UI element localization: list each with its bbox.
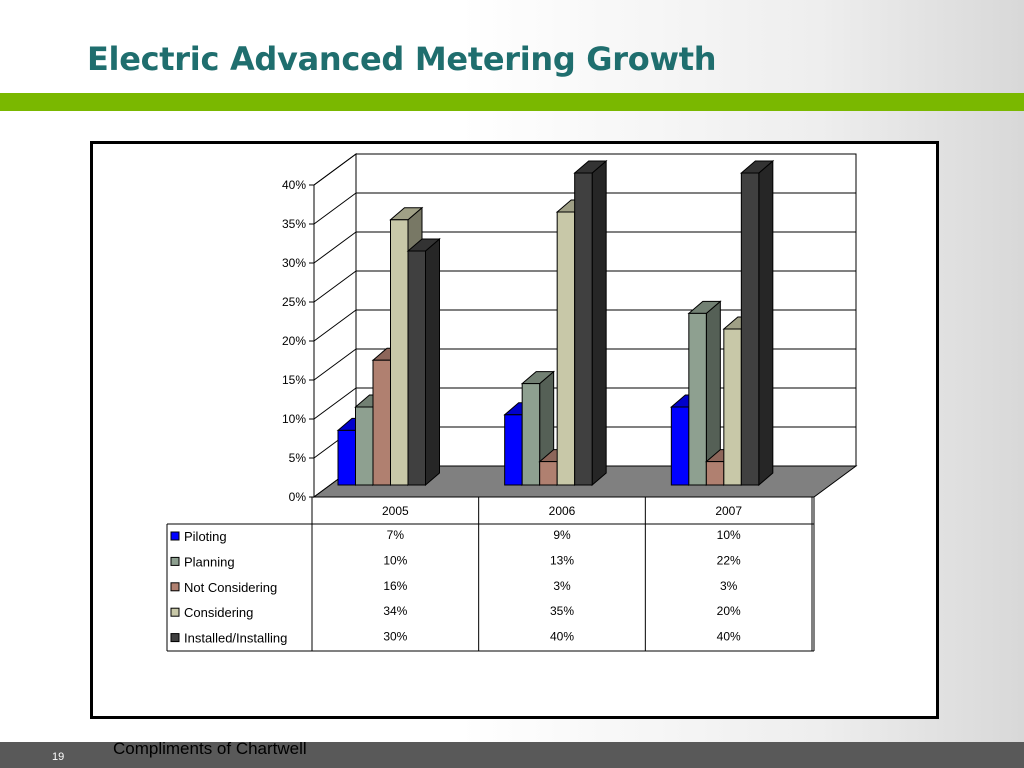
y-tick-label: 25%	[282, 295, 306, 309]
footer-bar	[0, 742, 1024, 768]
legend-label: Piloting	[184, 529, 227, 544]
y-tick-label: 0%	[289, 490, 307, 504]
bar-front	[407, 250, 426, 486]
title-accent-bar	[0, 93, 1024, 111]
legend-key	[170, 531, 180, 541]
data-label: 3%	[720, 579, 738, 593]
category-label: 2005	[382, 504, 409, 518]
legend-label: Considering	[184, 605, 253, 620]
side-gridline	[313, 387, 357, 420]
y-tick-label: 30%	[282, 256, 306, 270]
bar-front	[372, 359, 391, 486]
bar-front	[705, 461, 725, 486]
bar	[739, 159, 775, 487]
bar	[406, 237, 441, 487]
bar-front	[688, 312, 707, 486]
data-label: 40%	[550, 630, 574, 644]
page-number: 19	[52, 751, 65, 763]
data-label: 20%	[717, 604, 741, 618]
y-tick-label: 40%	[282, 178, 306, 192]
data-label: 3%	[553, 579, 571, 593]
legend-label: Installed/Installing	[184, 631, 287, 646]
data-label: 16%	[383, 579, 407, 593]
data-label: 10%	[383, 553, 407, 567]
side-gridline	[313, 231, 357, 264]
side-gridline	[313, 270, 357, 303]
bar-side	[425, 237, 440, 487]
chart-bars	[336, 159, 775, 487]
y-tick-label: 35%	[282, 217, 306, 231]
category-label: 2006	[549, 504, 576, 518]
chart-frame: 0% 5% 10% 15% 20% 25% 30% 35% 40% 2005 2006 2007 Pi…	[90, 141, 939, 719]
y-tick-label: 15%	[282, 373, 306, 387]
data-label: 30%	[383, 630, 407, 644]
bar-front	[574, 172, 593, 486]
y-axis: 0% 5% 10% 15% 20% 25% 30% 35% 40%	[282, 178, 315, 504]
data-label: 9%	[553, 528, 571, 542]
bar-front	[390, 219, 409, 486]
bar-front	[504, 414, 523, 486]
data-label: 40%	[717, 630, 741, 644]
bar-front	[723, 328, 742, 486]
bar-front	[670, 406, 690, 486]
bar-chart: 0% 5% 10% 15% 20% 25% 30% 35% 40% 2005 2006 2007 Pi…	[166, 153, 858, 652]
legend-label: Planning	[184, 554, 235, 569]
legend-label: Not Considering	[184, 580, 277, 595]
data-label: 22%	[717, 553, 741, 567]
legend-key	[170, 633, 180, 643]
legend-key	[170, 582, 180, 592]
category-label: 2007	[715, 504, 742, 518]
side-gridline	[313, 309, 357, 342]
bar-front	[337, 429, 356, 486]
y-tick-label: 5%	[289, 451, 307, 465]
bar	[687, 300, 722, 487]
slide-title: Electric Advanced Metering Growth	[87, 40, 717, 78]
bar-front	[740, 172, 760, 486]
data-table: 2005 2006 2007 Piloting 7% 9% 10% Planning 10% 13…	[166, 497, 815, 652]
bar-front	[539, 461, 558, 486]
data-label: 10%	[717, 528, 741, 542]
legend-key	[170, 607, 180, 617]
data-label: 34%	[383, 604, 407, 618]
data-label: 35%	[550, 604, 574, 618]
credit-text: Compliments of Chartwell	[113, 739, 307, 758]
bar	[573, 159, 608, 487]
data-label: 13%	[550, 553, 574, 567]
side-gridline	[313, 153, 357, 186]
bar-front	[556, 211, 576, 486]
legend-key	[170, 556, 180, 566]
y-tick-label: 10%	[282, 412, 306, 426]
side-gridline	[313, 348, 357, 381]
bar-side	[758, 159, 774, 487]
y-tick-label: 20%	[282, 334, 306, 348]
side-gridline	[313, 192, 357, 225]
bar-front	[521, 383, 541, 486]
bar-side	[591, 159, 607, 487]
data-label: 7%	[387, 528, 405, 542]
bar-front	[355, 406, 374, 486]
